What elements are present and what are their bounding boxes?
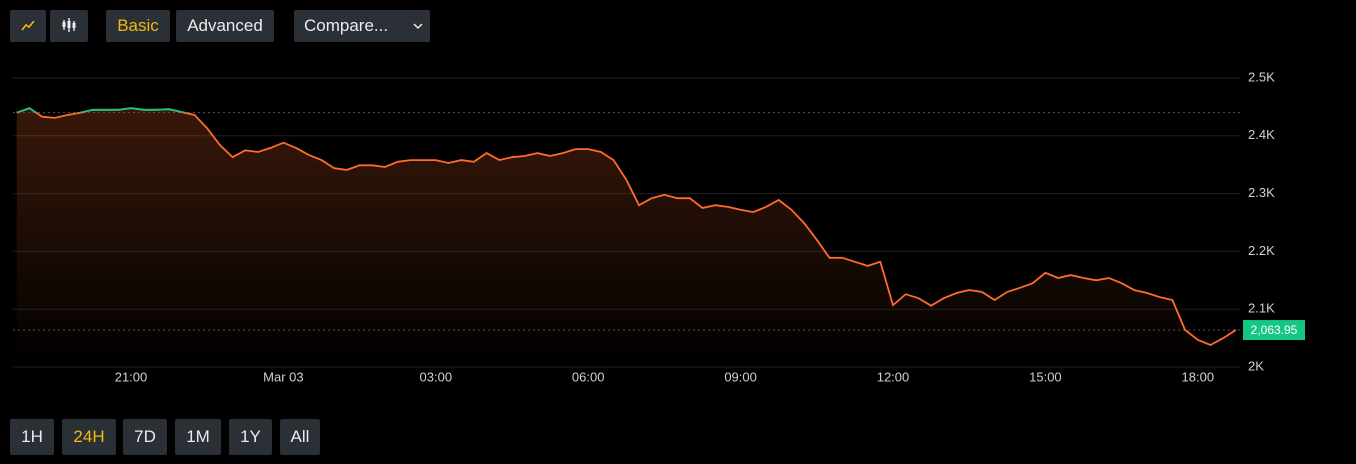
price-line: [16, 107, 1237, 346]
area-fill: [16, 108, 1236, 367]
y-tick-label: 2.3K: [1248, 185, 1275, 200]
line-icon: [21, 20, 35, 31]
range-button[interactable]: 1Y: [229, 419, 272, 455]
candle-icon: [62, 18, 76, 32]
x-tick-label: 15:00: [1029, 369, 1062, 384]
dropdown-arrow: [413, 23, 423, 30]
candle-chart-button[interactable]: [50, 10, 88, 42]
last-price-label: 2,063.95: [1251, 323, 1298, 337]
compare-dropdown[interactable]: Compare...: [294, 10, 430, 42]
y-tick-label: 2.5K: [1248, 69, 1275, 84]
y-tick-label: 2.4K: [1248, 127, 1275, 142]
x-tick-label: 21:00: [115, 369, 148, 384]
line-chart-button[interactable]: [10, 10, 46, 42]
x-tick-label: 03:00: [420, 369, 453, 384]
x-tick-label: Mar 03: [263, 369, 303, 384]
chart: 2K 2.1K 2.2K 2.3K 2.4K 2.5K 21:00 Mar 03 03:00 06…: [13, 69, 1305, 384]
last-price-badge: [1243, 320, 1305, 341]
x-tick-label: 18:00: [1182, 369, 1215, 384]
x-tick-label: 06:00: [572, 369, 605, 384]
range-button[interactable]: 1H: [10, 419, 54, 455]
x-tick-label: 12:00: [877, 369, 910, 384]
compare-label: Compare...: [304, 16, 389, 35]
x-tick-label: 09:00: [724, 369, 757, 384]
y-tick-label: 2.1K: [1248, 301, 1275, 316]
range-button[interactable]: 1M: [175, 419, 221, 455]
range-button[interactable]: 7D: [123, 419, 167, 455]
y-tick-label: 2.2K: [1248, 243, 1275, 258]
y-tick-label: 2K: [1248, 358, 1264, 373]
range-button[interactable]: 24H: [62, 419, 116, 455]
range-button[interactable]: All: [280, 419, 320, 455]
mode-button[interactable]: Basic: [106, 10, 170, 42]
mode-button[interactable]: Advanced: [176, 10, 274, 42]
